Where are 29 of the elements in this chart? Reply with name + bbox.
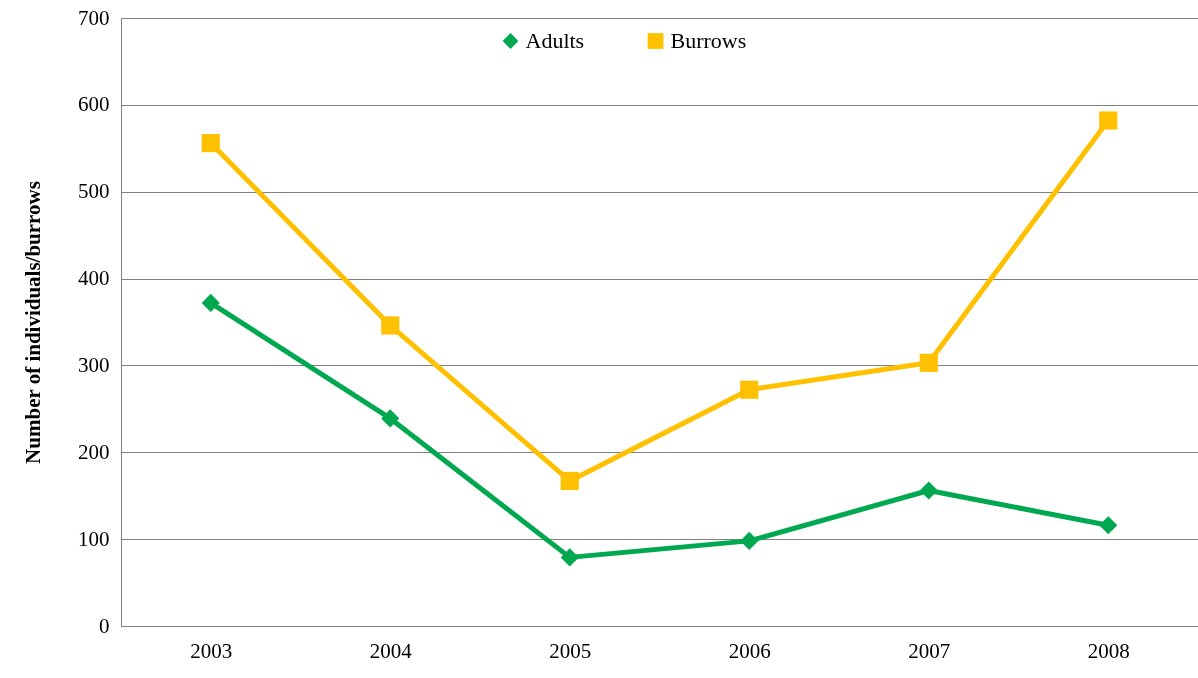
point xyxy=(740,380,759,399)
x-tick-label: 2006 xyxy=(728,638,771,663)
legend-label: Adults xyxy=(525,28,585,53)
y-tick-label: 300 xyxy=(78,352,110,377)
point xyxy=(1099,111,1118,130)
y-tick-label: 500 xyxy=(78,179,110,204)
y-tick-label: 100 xyxy=(78,526,110,551)
x-tick-label: 2003 xyxy=(190,638,233,663)
point xyxy=(1099,516,1118,535)
y-tick-label: 400 xyxy=(78,266,110,291)
x-tick-label: 2004 xyxy=(369,638,413,663)
point xyxy=(919,481,938,500)
x-tick-label: 2005 xyxy=(549,638,592,663)
x-tick-label: 2008 xyxy=(1087,638,1130,663)
point xyxy=(381,316,400,335)
point xyxy=(381,409,400,428)
y-tick-label: 600 xyxy=(78,92,110,117)
y-tick-label: 700 xyxy=(78,5,110,30)
point xyxy=(560,548,579,567)
legend-label: Burrows xyxy=(670,28,747,53)
point xyxy=(919,353,938,372)
y-tick-label: 200 xyxy=(78,439,110,464)
y-axis-title: Number of individuals/burrows xyxy=(21,181,45,464)
y-tick-label: 0 xyxy=(99,613,110,638)
point xyxy=(740,531,759,550)
point xyxy=(201,293,220,312)
x-tick-label: 2007 xyxy=(908,638,951,663)
point xyxy=(560,471,579,491)
point xyxy=(201,133,220,153)
